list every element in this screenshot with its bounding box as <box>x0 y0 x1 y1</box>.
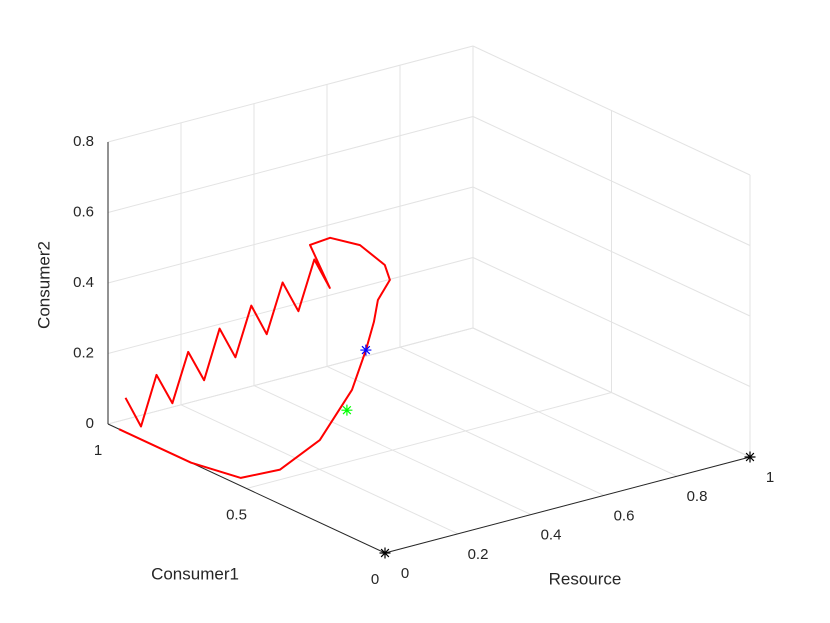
grid-line <box>107 45 474 143</box>
y-tick-label: 0 <box>371 571 379 588</box>
x-tick-label: 0.8 <box>687 488 708 505</box>
grid-line <box>246 392 612 489</box>
grid-line <box>107 327 474 425</box>
y-tick-label: 1 <box>94 442 102 459</box>
data-point <box>341 404 353 416</box>
data-point <box>744 451 756 463</box>
y-axis-title: Consumer1 <box>151 564 239 583</box>
grid-line <box>472 45 751 176</box>
x-axis <box>384 456 751 554</box>
z-tick-label: 0.4 <box>73 274 94 291</box>
grid-line <box>107 257 474 354</box>
z-axis-title: Consumer2 <box>34 241 53 329</box>
z-tick-label: 0.2 <box>73 344 94 361</box>
x-tick-label: 0 <box>401 565 409 582</box>
data-point <box>360 344 372 356</box>
grid-line <box>472 257 751 387</box>
x-axis-title: Resource <box>549 569 622 588</box>
x-tick-label: 0.4 <box>541 527 562 544</box>
x-tick-label: 0.2 <box>468 546 489 563</box>
grid-line <box>107 186 474 284</box>
trajectory-line <box>118 236 391 479</box>
x-tick-label: 1 <box>766 469 774 486</box>
z-tick-label: 0.8 <box>73 133 94 150</box>
data-point <box>379 547 391 559</box>
y-tick-label: 0.5 <box>226 506 247 523</box>
grid-line <box>107 116 474 213</box>
grid-line <box>472 186 751 317</box>
grid-line <box>472 116 751 246</box>
z-tick-label: 0 <box>86 415 94 432</box>
grid-line <box>472 327 751 458</box>
x-tick-label: 0.6 <box>614 507 635 524</box>
z-tick-label: 0.6 <box>73 203 94 220</box>
